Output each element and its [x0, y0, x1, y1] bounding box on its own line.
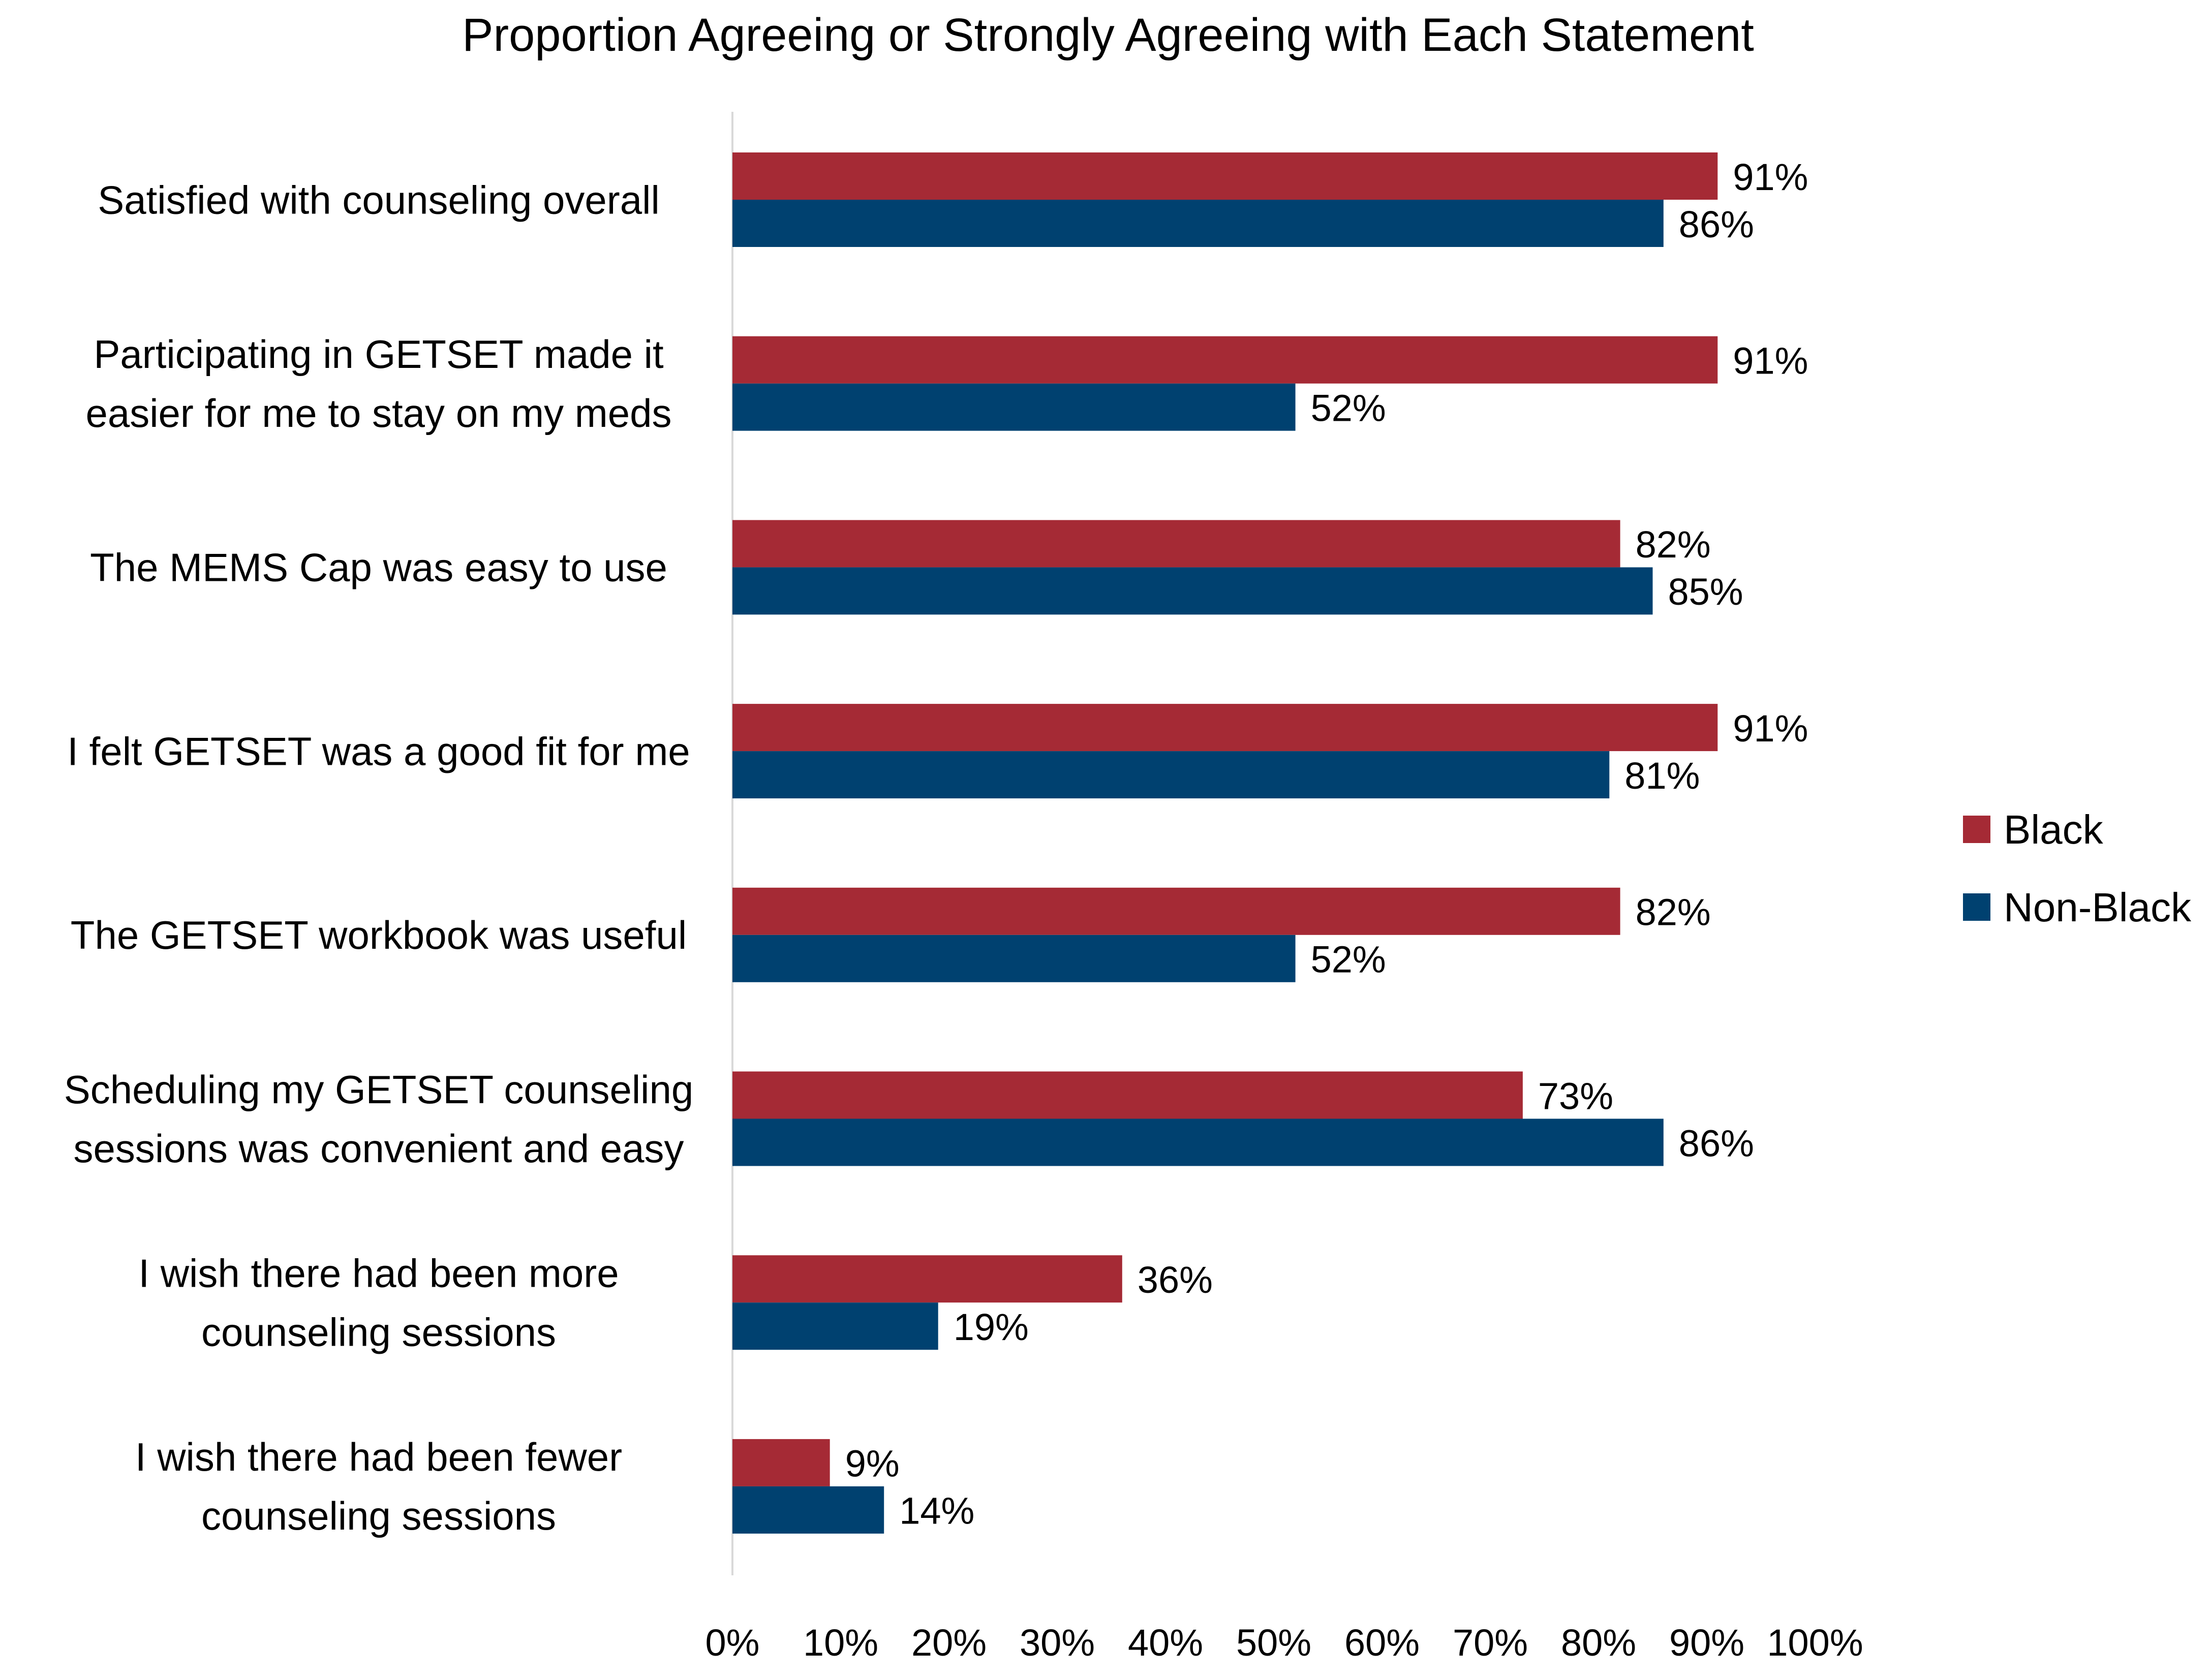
data-label: 19% [954, 1306, 1029, 1348]
category-label-line: counseling sessions [201, 1494, 556, 1538]
bar-non-black [732, 1118, 1664, 1166]
bar-black [732, 1071, 1523, 1119]
category-label: I wish there had been more counseling ses… [138, 1251, 619, 1355]
bar-non-black [732, 1486, 884, 1534]
x-tick-label: 70% [1453, 1622, 1528, 1664]
category-label-line: I wish there had been more [138, 1251, 619, 1296]
data-label: 91% [1733, 707, 1808, 750]
category-label: I felt GETSET was a good fit for me [67, 729, 690, 773]
bar-black [732, 1439, 830, 1486]
data-labels: 91% 86% 91% 52% 82% 85% 91% 81% 82% 52% 73% 86% 36% 1… [845, 156, 1808, 1532]
legend-swatch [1963, 816, 1990, 843]
category-label-line: sessions was convenient and easy [73, 1126, 684, 1171]
data-label: 85% [1668, 571, 1743, 613]
bar-black [732, 336, 1718, 384]
legend: Black Non-Black [1963, 807, 2192, 930]
bar-non-black [732, 567, 1653, 615]
category-label-line: easier for me to stay on my meds [85, 391, 671, 435]
bar-non-black [732, 383, 1296, 431]
category-label: Satisfied with counseling overall [98, 177, 660, 222]
data-label: 86% [1679, 1122, 1754, 1164]
bar-black [732, 704, 1718, 752]
legend-label: Black [2004, 807, 2104, 852]
bar-black [732, 520, 1620, 568]
bar-non-black [732, 935, 1296, 982]
bar-black [732, 1255, 1122, 1303]
data-label: 86% [1679, 203, 1754, 245]
x-tick-label: 30% [1020, 1622, 1095, 1664]
data-label: 82% [1636, 891, 1711, 934]
data-label: 52% [1311, 387, 1386, 429]
y-axis-labels: Satisfied with counseling overall Partici… [64, 177, 694, 1538]
category-label-line: The GETSET workbook was useful [71, 913, 687, 957]
x-tick-label: 80% [1561, 1622, 1636, 1664]
data-label: 52% [1311, 939, 1386, 981]
data-label: 91% [1733, 340, 1808, 382]
legend-swatch [1963, 893, 1990, 921]
legend-label: Non-Black [2004, 885, 2192, 930]
bar-non-black [732, 751, 1610, 799]
x-tick-label: 100% [1767, 1622, 1863, 1664]
bar-non-black [732, 1302, 938, 1350]
data-label: 81% [1624, 755, 1700, 797]
x-tick-label: 40% [1128, 1622, 1203, 1664]
data-label: 82% [1636, 523, 1711, 566]
data-label: 36% [1138, 1259, 1213, 1301]
category-label: The MEMS Cap was easy to use [90, 545, 667, 590]
data-label: 9% [845, 1443, 900, 1485]
bar-black [732, 152, 1718, 200]
category-label-line: Scheduling my GETSET counseling [64, 1067, 694, 1112]
x-tick-label: 10% [803, 1622, 878, 1664]
chart-title: Proportion Agreeing or Strongly Agreeing… [462, 9, 1754, 61]
category-label-line: Satisfied with counseling overall [98, 177, 660, 222]
category-label: Scheduling my GETSET counseling sessions … [64, 1067, 694, 1171]
bars [732, 152, 1718, 1534]
x-tick-label: 20% [911, 1622, 987, 1664]
category-label: The GETSET workbook was useful [71, 913, 687, 957]
x-axis-tick-labels: 0% 10% 20% 30% 40% 50% 60% 70% 80% 90% 100% [705, 1622, 1863, 1664]
x-tick-label: 60% [1344, 1622, 1420, 1664]
data-label: 14% [899, 1490, 974, 1532]
bar-black [732, 887, 1620, 935]
x-tick-label: 50% [1236, 1622, 1311, 1664]
bar-non-black [732, 200, 1664, 247]
x-tick-label: 0% [705, 1622, 760, 1664]
category-label-line: The MEMS Cap was easy to use [90, 545, 667, 590]
category-label-line: counseling sessions [201, 1310, 556, 1355]
data-label: 73% [1538, 1075, 1613, 1117]
category-label-line: I felt GETSET was a good fit for me [67, 729, 690, 773]
category-label-line: Participating in GETSET made it [94, 332, 664, 377]
data-label: 91% [1733, 156, 1808, 198]
x-tick-label: 90% [1669, 1622, 1744, 1664]
category-label: I wish there had been fewer counseling se… [135, 1435, 622, 1538]
category-label-line: I wish there had been fewer [135, 1435, 622, 1479]
category-label: Participating in GETSET made it easier fo… [85, 332, 671, 435]
